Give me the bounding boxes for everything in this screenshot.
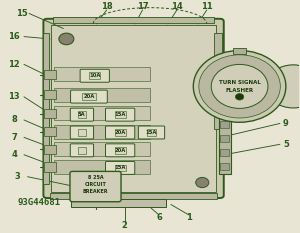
Circle shape (266, 65, 300, 108)
Bar (115, 164, 125, 171)
FancyBboxPatch shape (70, 108, 94, 121)
FancyBboxPatch shape (106, 126, 135, 139)
Bar (220, 121, 229, 128)
Bar (220, 163, 229, 170)
Circle shape (211, 64, 268, 108)
Bar (54, 142, 150, 156)
Bar (71, 199, 166, 207)
Text: 93G44681: 93G44681 (17, 198, 60, 207)
Text: 7: 7 (11, 133, 17, 142)
Text: 11: 11 (201, 2, 213, 11)
Bar (115, 111, 125, 118)
Bar (54, 88, 150, 102)
Text: 8: 8 (11, 116, 17, 124)
Bar (89, 72, 100, 79)
Text: 15: 15 (16, 9, 28, 18)
Text: BREAKER: BREAKER (83, 189, 108, 194)
Text: 5: 5 (283, 140, 289, 149)
FancyBboxPatch shape (44, 19, 224, 198)
Bar (219, 103, 231, 175)
Text: CIRCUIT: CIRCUIT (85, 182, 106, 187)
Bar (44, 145, 56, 154)
Circle shape (193, 51, 286, 122)
Bar (115, 129, 125, 136)
Text: 1: 1 (186, 213, 192, 222)
FancyBboxPatch shape (106, 144, 135, 157)
Bar (54, 106, 150, 120)
Text: 15A: 15A (114, 165, 126, 170)
Circle shape (59, 33, 74, 45)
Text: FLASHER: FLASHER (226, 88, 254, 93)
Text: 2: 2 (122, 221, 128, 230)
Text: 17: 17 (137, 2, 148, 11)
Bar (214, 33, 222, 129)
Bar (115, 147, 125, 154)
Text: 15A: 15A (114, 112, 126, 117)
Bar (54, 160, 150, 175)
Text: 6: 6 (156, 213, 162, 222)
Bar (50, 193, 217, 199)
Bar (43, 33, 49, 184)
Circle shape (236, 94, 244, 100)
FancyBboxPatch shape (106, 161, 135, 175)
Bar (220, 135, 229, 142)
Text: 20A: 20A (115, 148, 126, 153)
Text: 8 25A: 8 25A (88, 175, 103, 180)
Circle shape (199, 55, 280, 118)
Text: TURN SIGNAL: TURN SIGNAL (219, 80, 260, 85)
FancyBboxPatch shape (70, 144, 94, 157)
Text: 15A: 15A (146, 130, 157, 135)
Text: 16: 16 (8, 32, 20, 41)
FancyBboxPatch shape (70, 90, 107, 103)
Bar (44, 109, 56, 118)
Bar (44, 127, 56, 136)
Text: 10: 10 (280, 96, 292, 105)
Bar (78, 147, 86, 154)
Text: 10A: 10A (89, 73, 100, 78)
FancyBboxPatch shape (70, 171, 121, 202)
Bar (44, 162, 56, 172)
Bar (44, 90, 56, 99)
Text: 14: 14 (171, 2, 183, 11)
Text: 5A: 5A (78, 112, 86, 117)
Bar (78, 129, 86, 136)
Text: 20A: 20A (115, 130, 126, 135)
Circle shape (196, 177, 209, 188)
Bar (233, 48, 246, 54)
Bar (54, 67, 150, 81)
Text: 3: 3 (14, 172, 20, 181)
Bar (147, 129, 156, 136)
Text: 18: 18 (101, 2, 112, 11)
Text: 9: 9 (283, 119, 289, 128)
Text: 13: 13 (8, 92, 20, 101)
Text: 4: 4 (11, 150, 17, 159)
Bar (53, 17, 214, 23)
FancyBboxPatch shape (106, 108, 135, 121)
Bar (220, 149, 229, 156)
Text: 20A: 20A (83, 94, 94, 99)
Bar (220, 107, 229, 114)
Bar (78, 111, 86, 118)
Bar (52, 25, 216, 192)
Bar (54, 125, 150, 139)
FancyBboxPatch shape (80, 69, 110, 82)
Bar (44, 70, 56, 79)
FancyBboxPatch shape (138, 126, 165, 139)
Bar (82, 93, 96, 100)
FancyBboxPatch shape (70, 126, 94, 139)
Text: 12: 12 (8, 60, 20, 69)
